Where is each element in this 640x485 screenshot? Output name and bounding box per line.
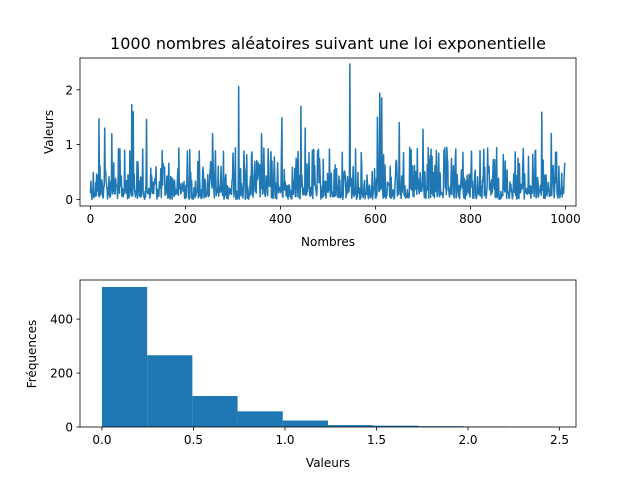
y-tick-label: 1 — [65, 138, 73, 152]
histogram-bar — [283, 421, 328, 427]
x-tick-label: 1.0 — [275, 433, 294, 447]
x-tick-label: 0.5 — [184, 433, 203, 447]
x-tick-label: 200 — [174, 212, 197, 226]
x-tick-label: 0 — [87, 212, 95, 226]
y-tick-label: 400 — [50, 313, 73, 327]
histogram-bar — [192, 396, 237, 427]
y-tick-label: 2 — [65, 83, 73, 97]
histogram-bar — [102, 287, 147, 427]
histogram-subplot: 0.0 0.5 1.0 1.5 2.0 2.5 0 200 400 Valeurs Fréqu… — [25, 280, 576, 470]
x-tick-label: 2.0 — [458, 433, 477, 447]
histogram-bar — [147, 355, 192, 427]
x-tick-label: 0.0 — [92, 433, 111, 447]
y-tick-label: 0 — [65, 421, 73, 435]
x-tick-label: 400 — [269, 212, 292, 226]
x-tick-label: 1000 — [550, 212, 581, 226]
x-tick-label: 2.5 — [550, 433, 569, 447]
x-axis-label: Nombres — [301, 235, 355, 249]
line-subplot: 1000 nombres aléatoires suivant une loi … — [42, 34, 581, 249]
y-tick-label: 0 — [65, 193, 73, 207]
x-tick-label: 600 — [364, 212, 387, 226]
y-axis-label: Valeurs — [42, 110, 56, 154]
x-tick-label: 800 — [459, 212, 482, 226]
chart-title: 1000 nombres aléatoires suivant une loi … — [110, 34, 546, 53]
series-line — [90, 64, 565, 199]
x-tick-label: 1.5 — [367, 433, 386, 447]
x-axis-label: Valeurs — [306, 456, 350, 470]
y-tick-label: 200 — [50, 367, 73, 381]
histogram-bar — [238, 411, 283, 427]
y-axis-label: Fréquences — [25, 320, 39, 389]
